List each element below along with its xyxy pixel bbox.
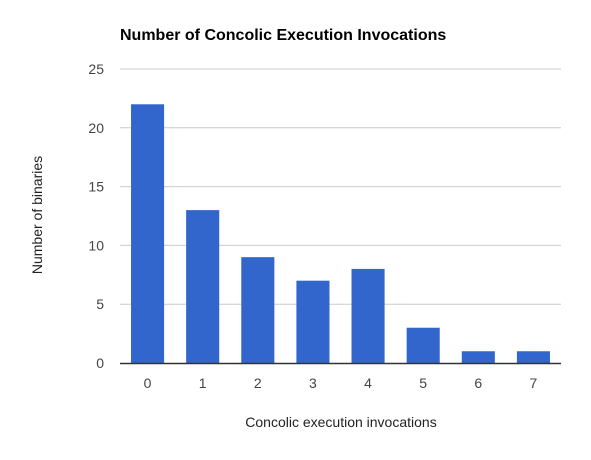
y-tick-label: 10 [88,237,104,253]
y-axis-title: Number of binaries [29,156,45,274]
y-tick-label: 0 [96,355,104,371]
y-tick-label: 20 [88,120,104,136]
chart-title: Number of Concolic Execution Invocations [120,27,446,44]
y-tick-label: 15 [88,179,104,195]
bar-2 [241,257,275,363]
bar-4 [351,268,385,363]
x-axis-title: Concolic execution invocations [245,414,436,430]
x-tick-label: 3 [309,375,317,391]
bars [131,104,550,363]
x-tick-label: 2 [254,375,262,391]
bar-7 [516,351,550,363]
x-tick-label: 5 [419,375,427,391]
bar-6 [461,351,495,363]
x-tick-label: 4 [364,375,372,391]
bar-3 [296,280,330,363]
x-tick-label: 6 [474,375,482,391]
x-tick-label: 7 [530,375,538,391]
bar-0 [131,104,165,363]
y-tick-label: 5 [96,296,104,312]
x-tick-label: 0 [144,375,152,391]
x-axis-tick-labels: 0 1 2 3 4 5 6 7 [144,375,538,391]
bar-1 [186,210,220,363]
x-tick-label: 1 [199,375,207,391]
y-axis-tick-labels: 0 5 10 15 20 25 [88,61,104,371]
bar-5 [406,327,440,363]
y-tick-label: 25 [88,61,104,77]
